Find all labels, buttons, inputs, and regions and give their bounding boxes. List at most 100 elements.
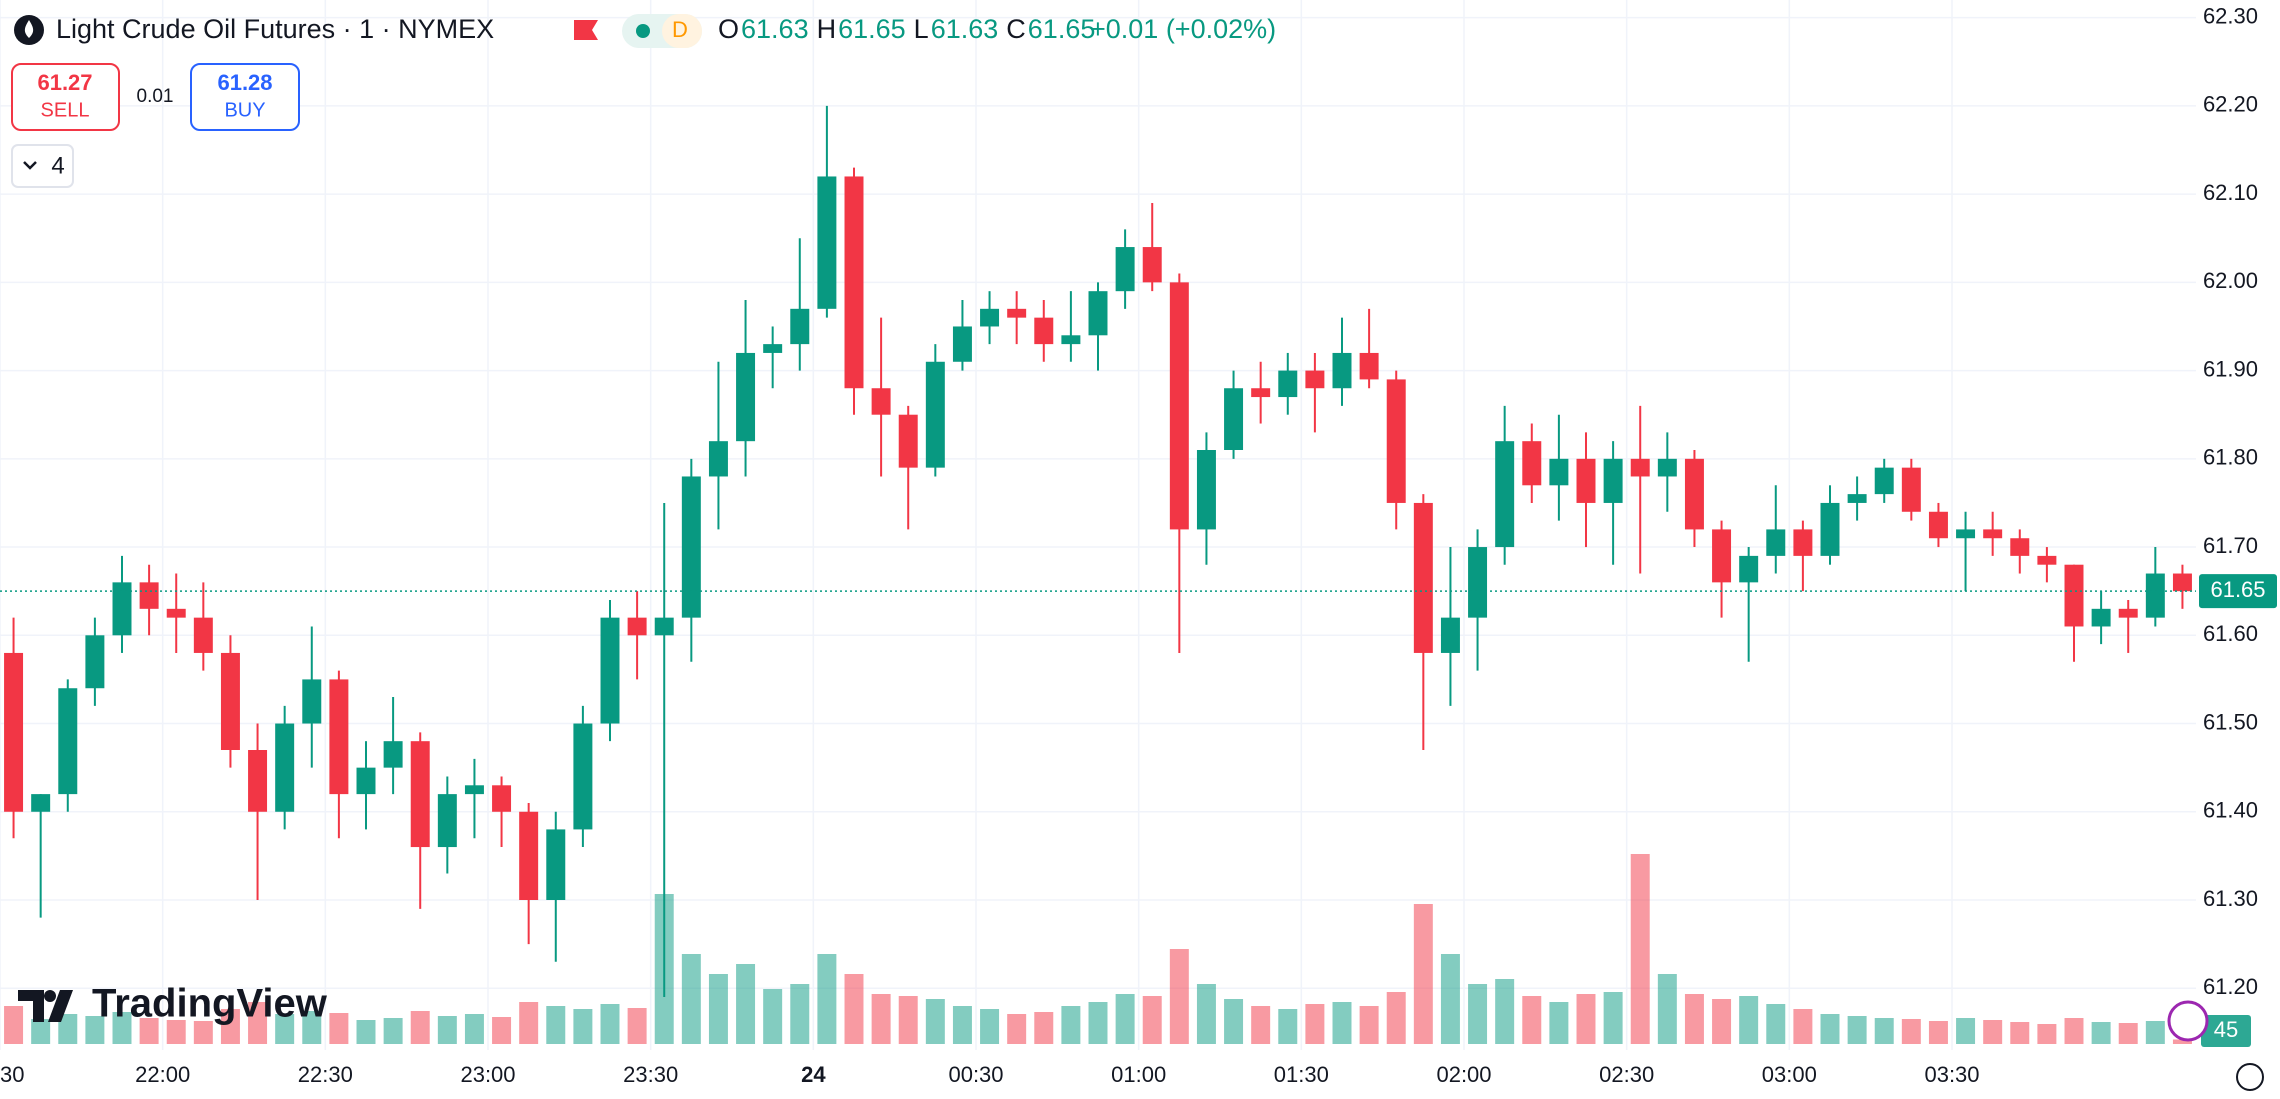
axes: 62.30 62.20 62.10 62.00 61.90 61.80 61.70 61.60… [0, 3, 2277, 1087]
volume-bar [1576, 994, 1596, 1044]
volume-bar [1549, 1002, 1569, 1044]
volume-bar [1088, 1002, 1108, 1044]
volume-bar [329, 1013, 349, 1044]
volume-bar [817, 954, 837, 1044]
volume-bar [708, 974, 728, 1044]
candle-body [2064, 564, 2084, 627]
candle-body [1251, 388, 1271, 398]
volume-bar [925, 999, 945, 1044]
volume-bar [2064, 1018, 2084, 1044]
volume-bar [1251, 1006, 1271, 1044]
sell-label: SELL [41, 99, 90, 121]
candle-body [925, 361, 945, 468]
volume-bar [1874, 1018, 1894, 1044]
volume-bar [383, 1018, 403, 1044]
buy-label: BUY [224, 99, 265, 121]
volume-bar [1278, 1009, 1298, 1044]
volume-bar [1359, 1006, 1379, 1044]
volume-bar [1034, 1012, 1054, 1044]
volume-bar [1332, 1002, 1352, 1044]
volume-bar [248, 1002, 268, 1044]
volume-bar [1630, 854, 1650, 1044]
candle-body [898, 414, 918, 468]
legend-value: 61.65 [838, 14, 906, 44]
settings-icon[interactable] [2236, 1063, 2264, 1091]
volume-bar [952, 1006, 972, 1044]
candle-body [1305, 370, 1325, 389]
volume-bar [1440, 954, 1460, 1044]
ohlc-legend: O 61.63 H 61.65 L 61.63 C 61.65 [718, 14, 1095, 44]
candle-body [31, 794, 51, 812]
volume-bar [1928, 1021, 1948, 1044]
candle-body [58, 688, 78, 795]
x-tick-label: 03:30 [1924, 1062, 1979, 1087]
candle-body [627, 617, 647, 636]
alert-icon[interactable] [2167, 1000, 2209, 1042]
candle-body [1549, 458, 1569, 486]
symbol[interactable]: Light Crude Oil Futures · 1 · NYMEX [56, 14, 494, 44]
volume-bar [1061, 1006, 1081, 1044]
candle-body [1495, 441, 1515, 548]
buy-button[interactable] [190, 63, 300, 131]
volume [4, 854, 2192, 1044]
candle-body [220, 652, 240, 750]
logo-text: TradingView [92, 982, 328, 1026]
x-tick-label: 22:30 [298, 1062, 353, 1087]
candle-body [1224, 388, 1244, 450]
candle-body [790, 308, 810, 345]
legend-key: L [914, 14, 929, 44]
volume-bar [1495, 979, 1515, 1044]
candle-body [1386, 379, 1406, 503]
candle-body [464, 785, 484, 795]
candle-body [2172, 573, 2192, 592]
y-tick-label: 62.30 [2203, 3, 2258, 28]
volume-bar [546, 1006, 566, 1044]
candle-body [708, 441, 728, 477]
legend-value: 61.63 [741, 14, 809, 44]
volume-bar [2037, 1024, 2057, 1044]
candle-body [1359, 352, 1379, 380]
candle-body [1739, 555, 1759, 583]
volume-bar [1196, 984, 1216, 1044]
y-tick-label: 62.20 [2203, 92, 2258, 117]
candle-body [275, 723, 295, 812]
volume-bar [573, 1009, 593, 1044]
volume-bar [1413, 904, 1433, 1044]
y-tick-label: 61.70 [2203, 533, 2258, 558]
legend-value: 61.65 [1028, 14, 1096, 44]
volume-bar [220, 1009, 240, 1044]
candle-body [1576, 458, 1596, 503]
volume-bar [1115, 994, 1135, 1044]
candle-body [1712, 529, 1732, 583]
candle-body [4, 652, 24, 812]
legend-key: H [817, 14, 837, 44]
volume-bar [844, 974, 864, 1044]
x-tick-label: 01:30 [1274, 1062, 1329, 1087]
candle-body [1169, 282, 1189, 530]
volume-bar [681, 954, 701, 1044]
candle-body [844, 176, 864, 389]
sell-button[interactable] [11, 63, 120, 131]
candle-body [2091, 608, 2111, 627]
y-tick-label: 61.50 [2203, 709, 2258, 734]
candle-body [573, 723, 593, 830]
volume-bar [1169, 949, 1189, 1044]
volume-bar [193, 1021, 213, 1044]
volume-bar [2145, 1021, 2165, 1044]
legend-key: C [1006, 14, 1026, 44]
volume-bar [31, 1019, 51, 1044]
indicators-toggle[interactable] [11, 144, 74, 188]
volume-bar [1007, 1014, 1027, 1044]
flag[interactable] [574, 20, 598, 40]
last-price-label: 61.65 [2210, 577, 2265, 602]
candles [4, 105, 2192, 998]
volume-bar [736, 964, 756, 1044]
candle-body [1874, 467, 1894, 495]
candle-body [492, 785, 512, 812]
x-tick-label: 23:00 [460, 1062, 515, 1087]
x-tick-label: 23:30 [623, 1062, 678, 1087]
x-tick-label: 02:30 [1599, 1062, 1654, 1087]
candle-body [1522, 441, 1542, 486]
